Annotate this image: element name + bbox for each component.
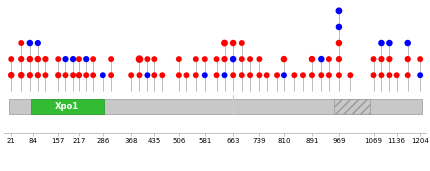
Point	[62, 74, 69, 77]
Point	[99, 74, 106, 77]
Point	[26, 42, 33, 44]
Point	[221, 74, 228, 77]
Point	[386, 58, 393, 61]
Point	[55, 74, 61, 77]
Point	[151, 58, 158, 61]
Point	[378, 58, 385, 61]
Point	[256, 74, 263, 77]
Point	[26, 58, 33, 61]
Point	[8, 74, 15, 77]
Point	[34, 58, 41, 61]
Point	[8, 58, 15, 61]
Point	[159, 74, 166, 77]
Point	[335, 58, 342, 61]
Point	[70, 58, 77, 61]
Point	[335, 9, 342, 12]
Point	[136, 74, 143, 77]
Point	[404, 74, 411, 77]
Point	[263, 74, 270, 77]
Point	[370, 58, 377, 61]
Point	[83, 74, 90, 77]
Point	[144, 74, 151, 77]
Point	[76, 58, 83, 61]
Point	[378, 74, 385, 77]
Point	[300, 74, 307, 77]
Point	[347, 74, 354, 77]
Point	[201, 58, 208, 61]
Point	[318, 58, 325, 61]
Point	[335, 42, 342, 44]
Point	[90, 74, 97, 77]
Point	[183, 74, 190, 77]
Point	[213, 74, 220, 77]
Point	[238, 42, 245, 44]
Point	[18, 58, 25, 61]
Point	[386, 74, 393, 77]
Point	[151, 74, 158, 77]
Point	[238, 58, 245, 61]
Point	[417, 58, 424, 61]
Point	[280, 74, 287, 77]
Point	[221, 42, 228, 44]
Point	[18, 74, 25, 77]
Point	[404, 58, 411, 61]
Point	[42, 58, 49, 61]
Point	[42, 74, 49, 77]
Point	[192, 74, 199, 77]
Point	[201, 74, 208, 77]
Point	[378, 42, 385, 44]
Point	[370, 74, 377, 77]
Point	[34, 74, 41, 77]
Point	[230, 74, 236, 77]
Point	[256, 58, 263, 61]
Point	[76, 74, 83, 77]
Point	[213, 58, 220, 61]
Point	[221, 58, 228, 61]
Point	[108, 74, 114, 77]
Point	[136, 58, 143, 61]
Point	[280, 58, 287, 61]
Point	[26, 74, 33, 77]
Point	[175, 58, 182, 61]
Point	[318, 74, 325, 77]
Point	[238, 74, 245, 77]
Point	[247, 74, 254, 77]
Point	[326, 58, 332, 61]
Point	[192, 58, 199, 61]
Point	[175, 74, 182, 77]
Point	[62, 58, 69, 61]
Point	[230, 42, 236, 44]
Text: Xpo1: Xpo1	[55, 102, 79, 111]
Point	[393, 74, 400, 77]
Point	[128, 74, 135, 77]
Point	[90, 58, 97, 61]
Point	[247, 58, 254, 61]
Point	[70, 74, 77, 77]
Bar	[9, 99, 422, 114]
Bar	[31, 99, 104, 114]
Bar	[334, 99, 370, 114]
Point	[335, 26, 342, 28]
Point	[144, 58, 151, 61]
Point	[335, 74, 342, 77]
Point	[108, 58, 114, 61]
Point	[273, 74, 280, 77]
Point	[404, 42, 411, 44]
Point	[309, 74, 316, 77]
Point	[83, 58, 90, 61]
Point	[230, 58, 236, 61]
Point	[417, 74, 424, 77]
Point	[326, 74, 332, 77]
Point	[386, 42, 393, 44]
Point	[18, 42, 25, 44]
Point	[309, 58, 316, 61]
Point	[291, 74, 298, 77]
Point	[34, 42, 41, 44]
Point	[55, 58, 61, 61]
